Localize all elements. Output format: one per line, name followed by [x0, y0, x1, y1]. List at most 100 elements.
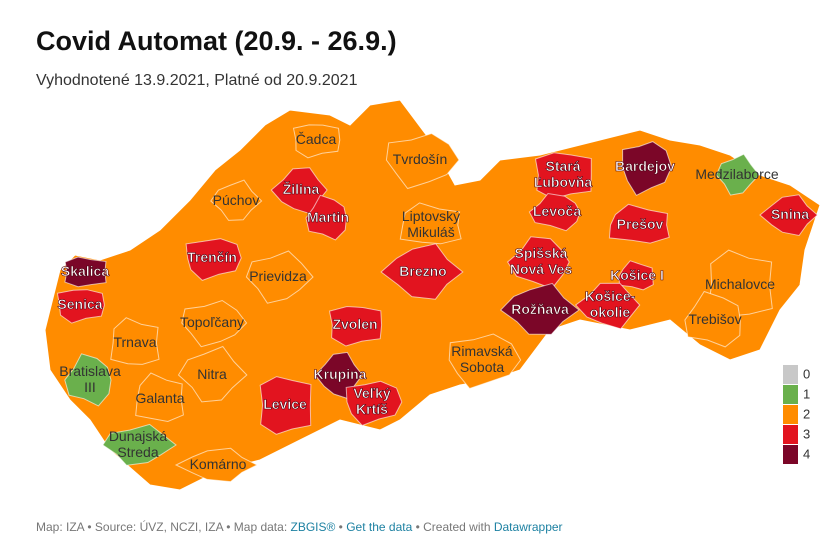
label-line: Nová Ves: [510, 261, 572, 277]
label-line: Krupina: [314, 366, 367, 382]
district: [177, 345, 248, 403]
label-line: Prievidza: [249, 268, 307, 284]
district-label: Liptovský Mikuláš: [402, 208, 460, 240]
label-line: III: [84, 379, 96, 395]
label-line: Zvolen: [332, 316, 377, 332]
label-line: Tvrdošín: [393, 151, 447, 167]
legend-swatch: [783, 405, 798, 424]
legend-label: 1: [803, 386, 810, 401]
label-line: Trnava: [113, 334, 156, 350]
label-line: Bardejov: [615, 158, 675, 174]
label-line: Rožňava: [511, 301, 569, 317]
link[interactable]: Datawrapper: [493, 520, 563, 534]
district: [528, 192, 581, 232]
label-line: Púchov: [213, 192, 260, 208]
district-label: Trebišov: [688, 311, 741, 327]
link[interactable]: Get the data: [346, 520, 413, 534]
legend-label: 2: [803, 406, 810, 421]
label-line: Skalica: [61, 263, 109, 279]
map: Čadca Tvrdošín Púchov Žilina Martin Liptovský…: [44, 99, 821, 491]
footer-text: •: [335, 520, 347, 534]
label-line: Michalovce: [705, 276, 775, 292]
district-label: Galanta: [135, 390, 184, 406]
label-line: Komárno: [190, 456, 247, 472]
district-label: Tvrdošín: [393, 151, 447, 167]
district: [210, 179, 263, 221]
district: [380, 243, 464, 300]
label-line: Topoľčany: [180, 314, 244, 330]
subtitle: Vyhodnotené 13.9.2021, Platné od 20.9.20…: [36, 72, 358, 89]
footer-text: Map: IZA • Source: ÚVZ, NCZI, IZA • Map …: [36, 520, 291, 534]
district: [574, 282, 641, 330]
label-line: Nitra: [197, 366, 227, 382]
label-line: Streda: [117, 444, 158, 460]
label-line: Žilina: [283, 180, 320, 197]
district-label: Snina: [771, 206, 809, 222]
district-label: Skalica: [61, 263, 109, 279]
label-line: Ľubovňa: [534, 174, 593, 190]
label-line: Veľký: [353, 385, 391, 401]
district: [292, 124, 341, 159]
link[interactable]: ZBGIS®: [290, 520, 336, 534]
district: [684, 290, 741, 348]
title: Covid Automat (20.9. - 26.9.): [36, 26, 397, 56]
district-label: Krupina: [314, 366, 367, 382]
district-label: Prešov: [617, 216, 664, 232]
district-label: Dunajská Streda: [109, 428, 168, 460]
district-label: Brezno: [399, 263, 446, 279]
label-line: Snina: [771, 206, 809, 222]
district-label: Michalovce: [705, 276, 775, 292]
district: [305, 194, 347, 241]
district-label: Bardejov: [615, 158, 675, 174]
district: [499, 282, 580, 335]
label-line: Brezno: [399, 263, 446, 279]
label-line: Čadca: [296, 131, 337, 147]
district-label: Komárno: [190, 456, 247, 472]
district: [64, 353, 112, 407]
district-label: Veľký Krtíš: [353, 385, 391, 417]
district-label: Prievidza: [249, 268, 307, 284]
district: [185, 238, 242, 281]
label-line: Medzilaborce: [695, 166, 778, 182]
district-label: Púchov: [213, 192, 260, 208]
district-label: Rimavská Sobota: [451, 343, 513, 375]
district-label: Trnava: [113, 334, 156, 350]
district: [259, 376, 312, 435]
label-line: Levice: [263, 396, 307, 412]
district: [174, 447, 259, 483]
district-label: Košice I: [610, 267, 664, 283]
district-label: Trenčín: [187, 249, 237, 265]
district: [345, 380, 403, 427]
district-label: Nitra: [197, 366, 227, 382]
district: [399, 202, 462, 245]
district-label: Košice-okolie: [585, 288, 636, 320]
district: [448, 333, 522, 390]
district-label: Spišská Nová Ves: [510, 245, 572, 277]
district: [618, 260, 654, 291]
legend-swatch: [783, 385, 798, 404]
district-label: Medzilaborce: [695, 166, 778, 182]
district: [759, 194, 819, 237]
legend-swatch: [783, 425, 798, 444]
label-line: okolie: [590, 304, 631, 320]
label-line: Senica: [57, 296, 102, 312]
label-line: Stará: [545, 158, 580, 174]
district: [181, 299, 248, 348]
label-line: Martin: [307, 209, 349, 225]
district-label: Zvolen: [332, 316, 377, 332]
label-line: Spišská: [515, 245, 568, 261]
district-label: Senica: [57, 296, 102, 312]
district: [135, 372, 184, 423]
label-line: Sobota: [460, 359, 505, 375]
district-label: Stará Ľubovňa: [534, 158, 593, 190]
district: [534, 152, 592, 200]
district: [328, 305, 383, 347]
label-line: Trebišov: [688, 311, 741, 327]
district-label: Martin: [307, 209, 349, 225]
district: [64, 256, 107, 288]
label-line: Mikuláš: [407, 224, 454, 240]
district-label: Levice: [263, 396, 307, 412]
footer: Map: IZA • Source: ÚVZ, NCZI, IZA • Map …: [36, 520, 563, 534]
label-line: Galanta: [135, 390, 184, 406]
